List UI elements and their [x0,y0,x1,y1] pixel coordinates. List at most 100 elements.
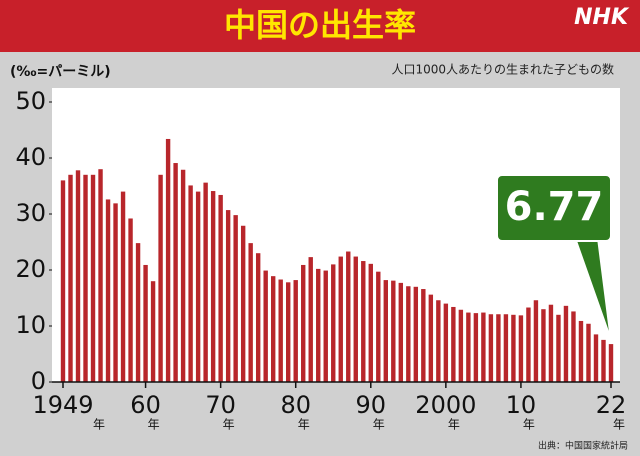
bar [541,309,546,382]
x-unit: 年 [373,418,385,432]
bar [263,270,268,382]
bar [173,163,178,382]
bar [143,264,148,382]
bar [488,314,494,382]
x-unit: 年 [223,418,235,432]
bar [443,303,449,382]
bar [533,300,539,382]
bar [203,182,208,382]
bar [376,271,381,382]
bar [331,264,336,382]
bar [578,320,584,382]
bar [128,218,133,382]
bar [113,203,118,382]
bar [90,174,96,382]
bar [135,243,141,382]
bar [466,312,471,382]
bar [218,194,223,382]
bar [316,268,321,382]
bar [188,185,193,382]
x-unit: 年 [448,418,460,432]
bar [346,251,351,382]
bar [608,344,614,382]
bar [451,306,456,382]
x-tick-label: 22 [596,391,627,419]
bar [571,311,576,382]
x-tick-label: 1949 [32,391,93,419]
bar [308,257,313,382]
x-tick-label: 60 [130,391,161,419]
bar [60,180,66,382]
bar [248,243,253,382]
bar [518,315,524,382]
x-unit: 年 [298,418,310,432]
x-tick-label: 80 [280,391,311,419]
x-tick-label: 10 [506,391,537,419]
bar [458,309,464,382]
x-unit: 年 [93,418,105,432]
bar [233,215,238,382]
x-tick-label: 2000 [415,391,476,419]
bar [526,307,531,382]
header-band [0,0,640,52]
bar [503,314,509,382]
bar [98,169,103,382]
bar [323,270,328,382]
bar [83,174,88,382]
y-tick-label: 10 [15,311,46,339]
x-tick-label: 70 [205,391,236,419]
y-tick-label: 40 [15,143,46,171]
bar [158,174,163,382]
x-unit: 年 [148,418,160,432]
x-tick-label: 90 [356,391,387,419]
bar [75,170,81,382]
bar [391,280,396,382]
x-unit: 年 [613,418,625,432]
bar [255,253,261,382]
bar [496,314,501,382]
bar [150,281,156,382]
callout-label: 6.77 [505,184,604,230]
y-tick-label: 20 [15,255,46,283]
bar [353,256,358,382]
bar [436,300,441,382]
bar [361,261,366,382]
chart-title: 中国の出生率 [224,6,416,44]
bar [68,174,73,382]
bar [586,323,591,382]
x-unit: 年 [523,418,535,432]
y-tick-label: 0 [31,367,46,395]
bar [421,289,426,382]
bar [301,264,306,382]
brand-logo: NHK [574,5,630,30]
bar [368,263,373,382]
bar [210,191,216,382]
note: 人口1000人あたりの生まれた子どもの数 [391,62,614,77]
bar [413,286,419,382]
bar [195,191,201,382]
bar [278,279,283,382]
bar [383,280,388,382]
bar [601,339,606,382]
y-tick-label: 30 [15,199,46,227]
bar [286,282,291,382]
bar [593,334,599,382]
bar [428,294,434,382]
bar [511,314,516,382]
y-tick-label: 50 [15,87,46,115]
bar [165,138,171,382]
callout-box [496,174,612,242]
bar [240,225,246,382]
bar [406,286,411,382]
bar [481,312,486,382]
bar [548,304,554,382]
bar [120,191,126,382]
bar [473,313,479,382]
bar [105,199,111,382]
bar [293,280,298,382]
unit-label: (‰=パーミル) [10,64,111,80]
bar [338,256,343,382]
bar [556,314,561,382]
source: 出典：中国国家統計局 [538,440,628,452]
